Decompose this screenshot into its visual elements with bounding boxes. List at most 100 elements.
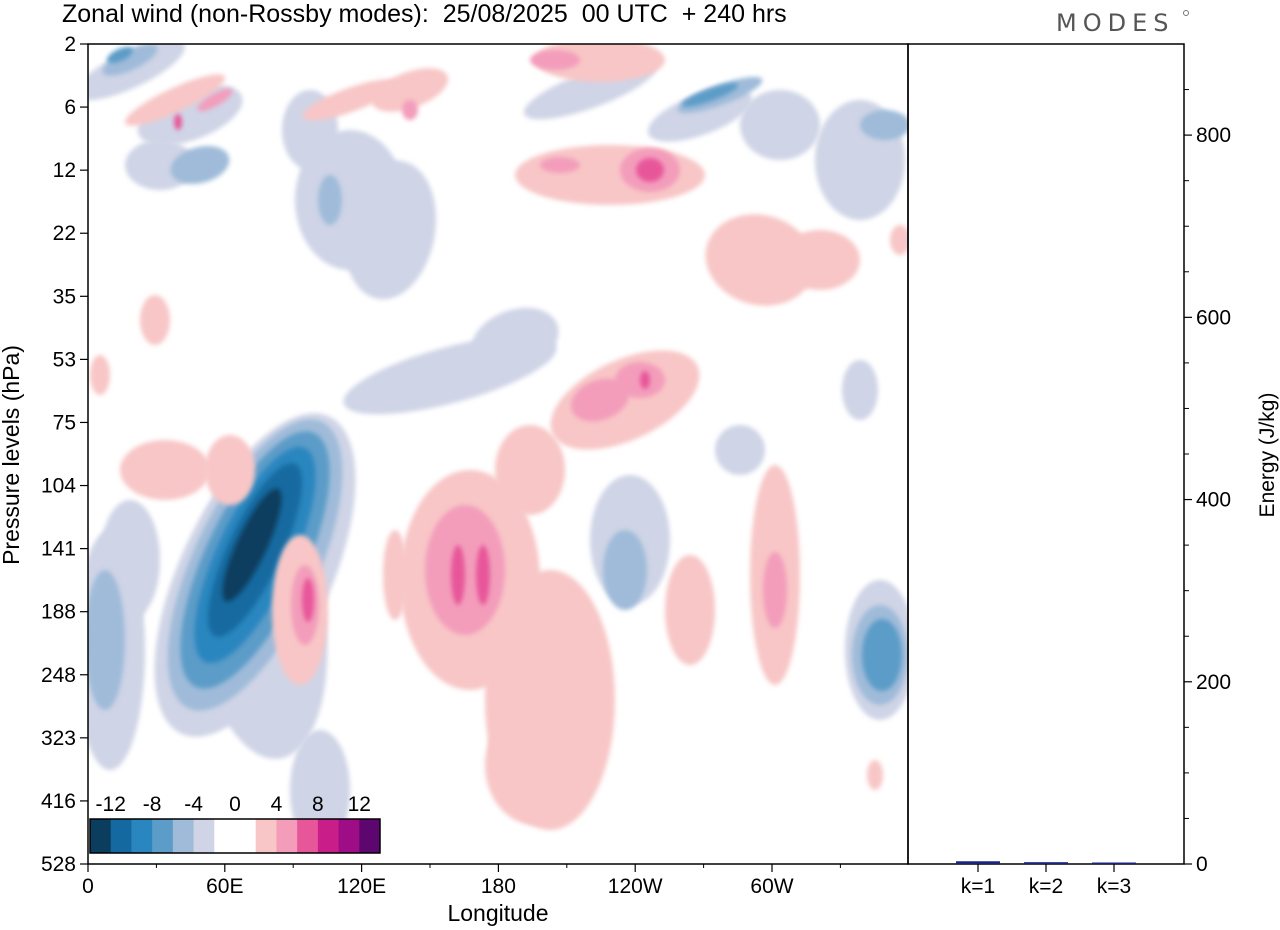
pos-strong-region [640, 371, 650, 389]
colorbar-swatch [235, 819, 257, 853]
y-tick-label: 528 [41, 853, 76, 876]
heatmap-field [88, 44, 908, 850]
y-tick-label: 188 [41, 601, 76, 624]
y-tick-label: 2 [64, 33, 76, 56]
colorbar-swatch [110, 819, 132, 853]
energy-bar [1024, 862, 1068, 864]
colorbar-label: 0 [229, 793, 241, 816]
energy-axis: 0 200 400 600 800 [1184, 89, 1231, 876]
neg-mid-region [681, 83, 739, 107]
y-tick-label: 12 [53, 159, 76, 182]
y-axis: 2 6 12 22 35 53 75 104 141 188 248 323 416 528 [41, 33, 88, 876]
pos-weak-region [302, 79, 398, 121]
bar-category-label: k=2 [1029, 875, 1063, 898]
x-tick-label: 60E [206, 875, 243, 898]
colorbar-swatch [276, 819, 298, 853]
colorbar-swatch [172, 819, 195, 853]
x-axis-label: Longitude [447, 900, 548, 926]
pos-strong-region [636, 158, 664, 182]
pos-weak-region [124, 74, 226, 126]
pos-weak-region [890, 225, 908, 255]
energy-bar [956, 861, 1000, 864]
neg-light-region [88, 570, 125, 710]
chart-title: Zonal wind (non-Rossby modes): 25/08/202… [62, 0, 787, 28]
y-tick-label: 323 [41, 727, 76, 750]
pos-mid-region [197, 88, 233, 112]
energy-tick-label: 600 [1196, 306, 1231, 329]
colorbar-swatch [90, 819, 112, 853]
pos-weak-region [371, 68, 449, 112]
neg-weak-region [471, 307, 559, 373]
y-tick-label: 104 [41, 475, 76, 498]
pos-mid-region [425, 505, 505, 635]
neg-mid-region [862, 619, 902, 691]
neg-weak-region [842, 360, 878, 420]
brand-logo: MODES [1056, 9, 1175, 37]
neg-light-region [102, 44, 158, 76]
colorbar-label: 4 [271, 793, 283, 816]
neg-light-region [860, 110, 908, 140]
energy-axis-label: Energy (J/kg) [1256, 393, 1279, 518]
bar-category-label: k=3 [1097, 875, 1131, 898]
registered-mark-icon [1183, 10, 1189, 16]
energy-tick-label: 0 [1196, 853, 1208, 876]
neg-weak-region [715, 425, 765, 475]
pos-weak-region [705, 214, 815, 306]
neg-weak-region [740, 90, 820, 160]
colorbar-swatch [131, 819, 153, 853]
x-tick-label: 0 [82, 875, 94, 898]
y-tick-label: 6 [64, 96, 76, 119]
pos-strong-region [476, 545, 490, 605]
pos-mid-region [530, 50, 580, 70]
y-axis-label: Pressure levels (hPa) [0, 345, 24, 565]
neg-light-region [318, 175, 342, 225]
energy-bars: k=1 k=2 k=3 [956, 861, 1136, 898]
x-tick-label: 120W [608, 875, 663, 898]
pos-weak-region [383, 530, 407, 620]
y-tick-label: 75 [53, 411, 76, 434]
colorbar-swatch [317, 819, 340, 853]
bar-category-label: k=1 [961, 875, 995, 898]
colorbar-swatch [214, 819, 236, 853]
x-axis: 0 60E 120E 180 120W 60W [82, 864, 841, 898]
pos-weak-region [867, 760, 883, 790]
pos-strong-region [174, 114, 182, 130]
neg-weak-region [344, 160, 436, 300]
x-tick-label: 180 [481, 875, 516, 898]
x-tick-label: 60W [750, 875, 793, 898]
colorbar-swatch [338, 819, 360, 853]
colorbar-label: 8 [312, 793, 324, 816]
pos-weak-region [90, 355, 110, 395]
energy-tick-label: 400 [1196, 489, 1231, 512]
neg-light-region [603, 530, 647, 610]
y-tick-label: 53 [53, 348, 76, 371]
pos-mid-region [763, 552, 787, 628]
pos-weak-region [495, 425, 565, 515]
pos-mid-region [570, 378, 630, 422]
colorbar-swatch [297, 819, 319, 853]
easterly-core-ring-6 [222, 488, 282, 602]
pos-weak-region [120, 440, 210, 500]
colorbar-legend: -12 -8 -4 0 4 8 12 [89, 793, 381, 854]
y-tick-label: 35 [53, 285, 76, 308]
colorbar-label: -8 [143, 793, 162, 816]
pos-weak-region [140, 295, 170, 345]
y-tick-label: 248 [41, 664, 76, 687]
y-tick-label: 22 [53, 222, 76, 245]
colorbar-label: -12 [96, 793, 126, 816]
colorbar-swatch [152, 819, 174, 853]
pos-strong-region [302, 578, 314, 622]
colorbar-swatch [193, 819, 215, 853]
neg-light-region [170, 145, 230, 185]
colorbar-swatch [359, 819, 381, 853]
pos-weak-region [780, 230, 860, 290]
energy-panel-frame [907, 43, 1185, 865]
energy-bar [1092, 862, 1136, 864]
pos-weak-region [205, 435, 255, 505]
colorbar-label: -4 [184, 793, 203, 816]
pos-strong-region [451, 545, 465, 605]
energy-tick-label: 200 [1196, 671, 1231, 694]
y-tick-label: 416 [41, 790, 76, 813]
energy-tick-label: 800 [1196, 124, 1231, 147]
